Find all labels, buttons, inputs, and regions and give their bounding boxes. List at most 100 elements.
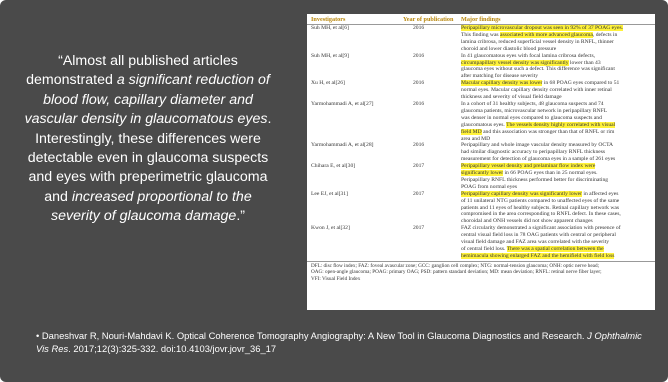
finding-text: area and MD xyxy=(461,135,491,142)
cell-finding: Peripapillary microvascular dropout was … xyxy=(461,25,651,32)
cell-finding: hemimacula showing enlarged FAZ and the … xyxy=(461,252,651,260)
cell-investigator xyxy=(311,218,403,225)
cell-finding: measurement for detection of glaucoma ey… xyxy=(461,156,651,163)
cell-investigator xyxy=(311,205,403,212)
table-row: of central field loss. There was a spati… xyxy=(307,246,655,253)
table-row: area and MD xyxy=(307,136,655,143)
finding-text: central visual field loss in 78 OAG pati… xyxy=(461,232,616,239)
finding-text: FAZ circularity demonstrated a significa… xyxy=(461,225,621,232)
finding-text: measurement for detection of glaucoma ey… xyxy=(461,156,616,163)
cell-year: 2016 xyxy=(413,80,425,87)
cell-investigator xyxy=(311,94,403,101)
cell-year xyxy=(403,218,461,225)
cell-year: 2016 xyxy=(413,142,425,149)
quote-emphasis: a significant reduction of blood flow, c… xyxy=(24,72,270,128)
highlighted-text: hemimacula showing enlarged FAZ and the … xyxy=(461,252,615,259)
finding-text: POAG from normal eyes xyxy=(461,183,518,190)
cell-investigator xyxy=(311,60,403,67)
cell-finding: area and MD xyxy=(461,136,651,143)
cell-finding: circumpapillary vessel density was signi… xyxy=(461,59,651,67)
cell-investigator xyxy=(311,232,403,239)
cell-year xyxy=(403,73,461,80)
table-row: Lee EJ, et al[31] 2017 Peripapillary capil… xyxy=(307,190,655,198)
table-row: Kwon J, et al[32] 2017 FAZ circularity dem… xyxy=(307,225,655,232)
highlighted-text: significantly lower xyxy=(461,170,504,177)
header-investigators: Investigators xyxy=(311,16,346,23)
finding-text: In 41 glaucomatous eyes with focal lamin… xyxy=(461,52,596,59)
cell-investigator xyxy=(311,239,403,246)
cell-finding: FAZ circularity demonstrated a significa… xyxy=(461,225,651,232)
cell-investigator xyxy=(311,39,403,46)
cell-investigator xyxy=(311,87,403,94)
cell-investigator xyxy=(311,170,403,177)
finding-text: normal eyes. Macular capillary density c… xyxy=(461,87,612,94)
cell-finding: glaucoma patients, microvascular network… xyxy=(461,108,651,115)
cell-investigator xyxy=(311,156,403,163)
cell-finding: Macular capillary density was lower in 6… xyxy=(461,80,651,87)
table-row: compromised in the area corresponding to… xyxy=(307,211,655,218)
cell-investigator: Suh MH, et al[6] xyxy=(311,25,349,31)
finding-text: patients and 11 eyes of healthy subjects… xyxy=(461,204,620,211)
cell-year xyxy=(403,129,461,136)
quote-part: “Almost all published articles demonstra… xyxy=(26,53,238,89)
finding-text: was denser in normal eyes compared to gl… xyxy=(461,114,602,121)
cell-year xyxy=(403,94,461,101)
cell-year xyxy=(403,246,461,253)
table-row: glaucomatous eyes. The vessels density h… xyxy=(307,121,655,129)
table-row: Suh MH, et al[9] 2016 In 41 glaucomatous e… xyxy=(307,53,655,60)
highlighted-text: circumpapillary vessel density was signi… xyxy=(461,59,569,66)
cell-year xyxy=(403,60,461,67)
table-row: Yarmohammadi A, et al[27] 2016 In a cohort… xyxy=(307,101,655,108)
finding-text: glaucoma eyes without such a defect. Thi… xyxy=(461,66,615,73)
highlighted-text: Macular capillary density was lower xyxy=(461,80,543,87)
cell-finding: patients and 11 eyes of healthy subjects… xyxy=(461,205,651,212)
cell-year xyxy=(403,211,461,218)
cell-finding: glaucomatous eyes. The vessels density h… xyxy=(461,121,651,129)
findings-table: Investigators Year of publication Major … xyxy=(307,14,655,310)
finding-text: in 66 POAG eyes than in 25 normal eyes. xyxy=(503,170,598,177)
table-row: Yarmohammadi A, et al[28] 2016 Peripapilla… xyxy=(307,142,655,149)
cell-finding: This finding was associated with more ad… xyxy=(461,31,651,39)
cell-finding: normal eyes. Macular capillary density c… xyxy=(461,87,651,94)
highlighted-text: associated with more advanced glaucoma xyxy=(500,31,593,38)
cell-investigator: Lee EJ, et al[31] xyxy=(311,190,348,197)
table-row: POAG from normal eyes xyxy=(307,184,655,191)
cell-finding: POAG from normal eyes xyxy=(461,184,651,191)
cell-year xyxy=(403,184,461,191)
cell-finding: compromised in the area corresponding to… xyxy=(461,211,651,218)
header-year: Year of publication xyxy=(403,16,454,23)
cell-investigator xyxy=(311,73,403,80)
table-row: significantly lower in 66 POAG eyes than… xyxy=(307,170,655,177)
cell-investigator xyxy=(311,66,403,73)
finding-text: of central field loss. xyxy=(461,246,507,252)
cell-investigator: Chihara E, et al[30] xyxy=(311,163,356,170)
quote-part: . Interestingly, these differences were … xyxy=(27,111,272,205)
footnote-line: OAG: open-angle glaucoma; POAG: primary … xyxy=(311,269,602,276)
table-row: thickness and severity of visual field d… xyxy=(307,94,655,101)
cell-year xyxy=(403,87,461,94)
citation-journal: J Ophthalmic Vis Res xyxy=(36,330,642,354)
table-row: had similar diagnostic accuracy to perip… xyxy=(307,149,655,156)
citation: • Daneshvar R, Nouri-Mahdavi K. Optical … xyxy=(36,330,656,355)
cell-year xyxy=(403,136,461,143)
cell-investigator: Suh MH, et al[9] xyxy=(311,52,349,59)
cell-finding: glaucoma eyes without such a defect. Thi… xyxy=(461,66,651,73)
table-row: circumpapillary vessel density was signi… xyxy=(307,59,655,67)
table-row: lamina cribrosa, reduced superficial ves… xyxy=(307,39,655,46)
finding-text: thickness and severity of visual field d… xyxy=(461,94,562,101)
cell-year xyxy=(403,239,461,246)
highlighted-text: The vessels density highly correlated wi… xyxy=(506,121,616,128)
header-findings: Major findings xyxy=(461,16,501,23)
cell-investigator xyxy=(311,211,403,218)
finding-text: of 11 unilateral NTG patients compared t… xyxy=(461,197,620,204)
cell-investigator xyxy=(311,177,403,184)
table-row: after matching for disease severity xyxy=(307,73,655,80)
table-row: visual field damage and FAZ area was cor… xyxy=(307,239,655,246)
cell-investigator: Yarmohammadi A, et al[27] xyxy=(311,100,374,107)
finding-text: compromised in the area corresponding to… xyxy=(461,211,621,218)
finding-text: choroidal and ONH vessels did not show a… xyxy=(461,218,593,225)
table-row: glaucoma patients, microvascular network… xyxy=(307,108,655,115)
table-row: glaucoma eyes without such a defect. Thi… xyxy=(307,66,655,73)
cell-finding: Peripapillary RNFL thickness performed b… xyxy=(461,177,651,184)
cell-year xyxy=(403,46,461,53)
